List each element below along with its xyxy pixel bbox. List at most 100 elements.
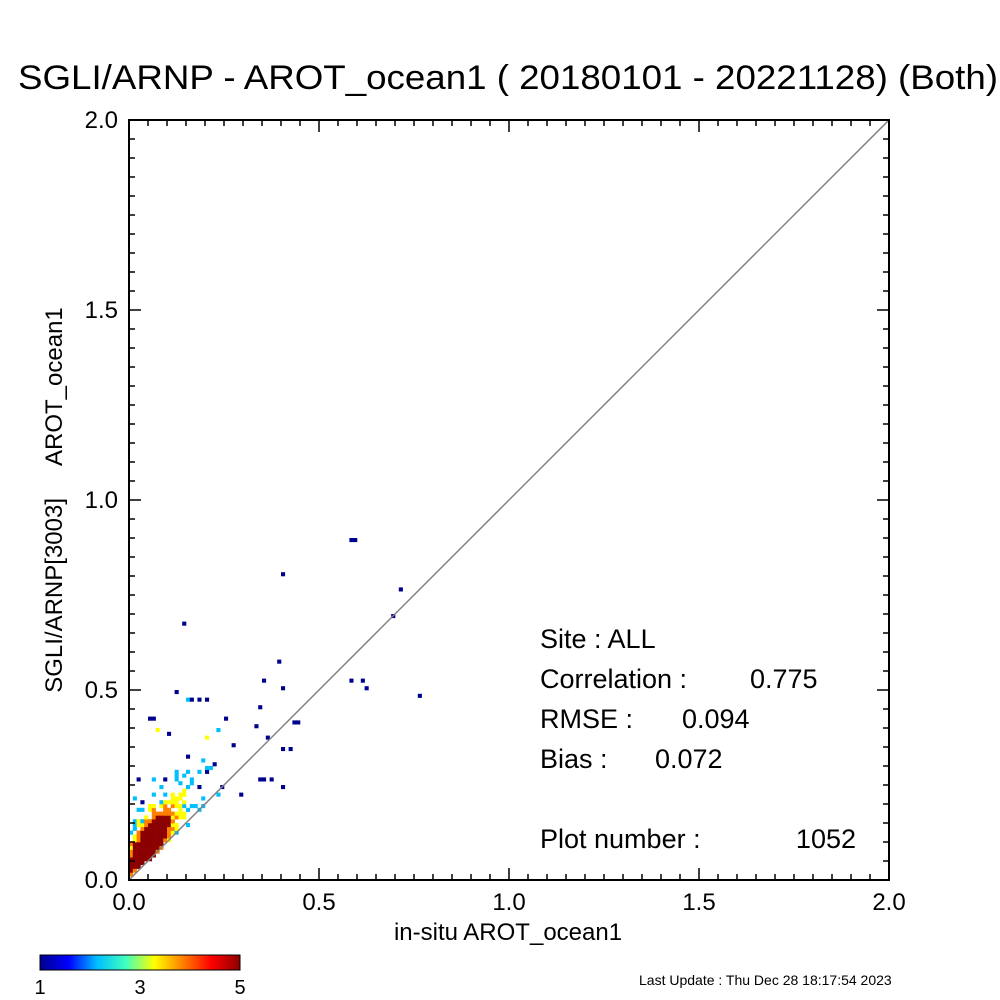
- density-cell: [140, 845, 145, 850]
- density-cell: [163, 834, 168, 839]
- density-cell: [151, 849, 156, 854]
- density-cell: [197, 769, 202, 774]
- density-cell: [159, 842, 164, 847]
- last-update-text: Last Update : Thu Dec 28 18:17:54 2023: [639, 972, 892, 988]
- density-cell: [151, 777, 156, 782]
- axis-ticks: [128, 119, 890, 881]
- x-tick-label: 0.5: [302, 889, 335, 916]
- density-cell: [189, 804, 194, 809]
- density-cell: [129, 849, 134, 854]
- density-cell: [189, 777, 194, 782]
- density-cell: [353, 538, 358, 543]
- density-cell: [277, 659, 282, 664]
- density-cell: [349, 538, 354, 543]
- density-cell: [186, 785, 191, 790]
- density-cell: [186, 823, 191, 828]
- density-cell: [148, 834, 153, 839]
- y-tick-label: 1.5: [85, 297, 118, 324]
- density-cell: [155, 834, 160, 839]
- density-cell: [148, 830, 153, 835]
- density-cell: [144, 853, 149, 858]
- density-cell: [174, 815, 179, 820]
- density-cell: [205, 735, 210, 740]
- density-cell: [167, 731, 172, 736]
- density-cell: [288, 747, 293, 752]
- x-tick-label: 2.0: [872, 889, 905, 916]
- density-cell: [208, 766, 213, 771]
- density-cell: [281, 785, 286, 790]
- density-cell: [178, 804, 183, 809]
- density-cell: [269, 777, 274, 782]
- chart-title: SGLI/ARNP - AROT_ocean1 ( 20180101 - 202…: [18, 59, 998, 97]
- density-cell: [136, 819, 141, 824]
- density-cell: [186, 697, 191, 702]
- density-cell: [197, 697, 202, 702]
- density-cell: [182, 773, 187, 778]
- density-cell: [159, 823, 164, 828]
- density-cell: [155, 842, 160, 847]
- density-cell: [132, 834, 137, 839]
- density-cell: [167, 830, 172, 835]
- density-cell: [136, 823, 141, 828]
- density-cell: [417, 693, 422, 698]
- density-cell: [163, 807, 168, 812]
- density-cell: [163, 777, 168, 782]
- stats-rmse-label: RMSE :: [540, 704, 633, 734]
- density-cell: [262, 777, 267, 782]
- density-cell: [163, 838, 168, 843]
- density-cell: [170, 800, 175, 805]
- density-cell: [258, 705, 263, 710]
- density-cell: [129, 864, 134, 869]
- density-cell: [136, 842, 141, 847]
- density-cell: [189, 697, 194, 702]
- density-cell: [151, 834, 156, 839]
- density-cell: [144, 838, 149, 843]
- density-cell: [163, 830, 168, 835]
- stats-plot-number-label: Plot number :: [540, 824, 701, 854]
- density-cell: [151, 804, 156, 809]
- density-cell: [140, 807, 145, 812]
- density-cell: [163, 792, 168, 797]
- density-cell: [144, 819, 149, 824]
- density-cell: [144, 857, 149, 862]
- density-cell: [364, 686, 369, 691]
- density-cell: [167, 811, 172, 816]
- density-cell: [151, 842, 156, 847]
- density-cell: [239, 792, 244, 797]
- density-cell: [140, 853, 145, 858]
- density-cell: [186, 754, 191, 759]
- density-cell: [182, 804, 187, 809]
- density-cell: [167, 807, 172, 812]
- x-tick-label: 0.0: [112, 889, 145, 916]
- density-cell: [174, 690, 179, 695]
- density-cell: [148, 845, 153, 850]
- density-cell: [129, 861, 134, 866]
- density-cell: [136, 807, 141, 812]
- density-cell: [159, 800, 164, 805]
- density-cell: [136, 777, 141, 782]
- density-cell: [132, 849, 137, 854]
- density-cell: [144, 815, 149, 820]
- density-cell: [167, 819, 172, 824]
- density-cell: [151, 792, 156, 797]
- density-cell: [140, 849, 145, 854]
- density-cell: [129, 830, 134, 835]
- stats-site: Site : ALL: [540, 624, 656, 654]
- density-cell: [159, 785, 164, 790]
- density-cell: [155, 830, 160, 835]
- density-cell: [258, 777, 263, 782]
- density-cell: [193, 804, 198, 809]
- stats-rmse-value: 0.094: [682, 704, 750, 734]
- density-cell: [129, 842, 134, 847]
- density-cell: [132, 819, 137, 824]
- density-cell: [151, 819, 156, 824]
- density-cell: [140, 857, 145, 862]
- density-cell: [360, 678, 365, 683]
- density-cell: [132, 838, 137, 843]
- density-cell: [151, 826, 156, 831]
- density-cell: [155, 815, 160, 820]
- colorbar: [39, 954, 241, 971]
- density-cell: [189, 781, 194, 786]
- density-cell: [140, 834, 145, 839]
- density-cell: [224, 716, 229, 721]
